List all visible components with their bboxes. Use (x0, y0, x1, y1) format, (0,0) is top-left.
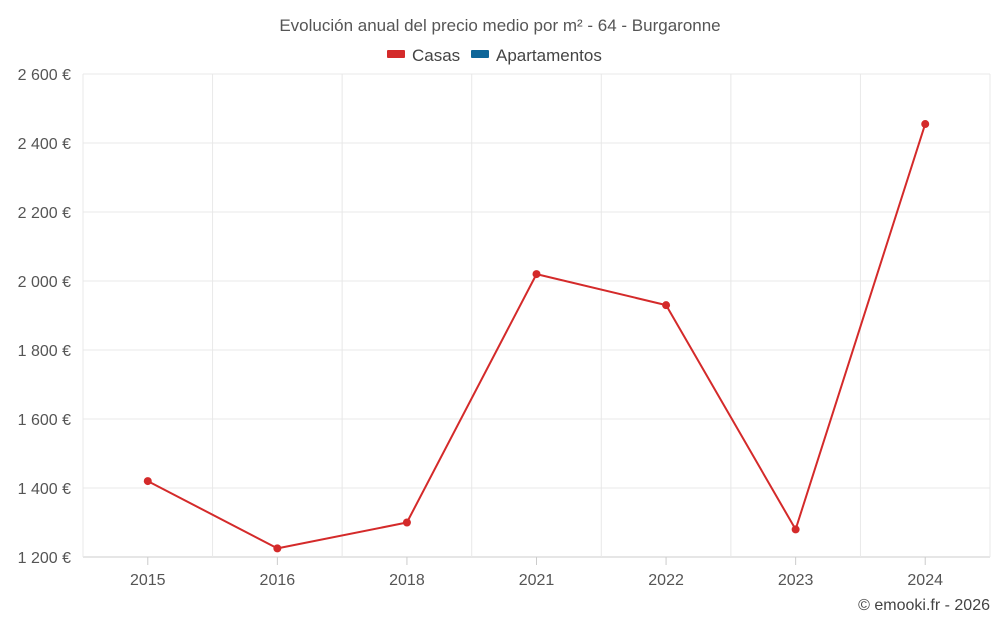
data-point-casas[interactable] (273, 544, 282, 553)
grid (82, 73, 991, 558)
legend: Casas Apartamentos (387, 46, 602, 65)
y-tick-label: 1 400 € (18, 481, 71, 498)
series-casas (143, 120, 930, 553)
data-point-casas[interactable] (143, 477, 152, 486)
legend-swatch-casas (387, 50, 405, 58)
credit-text: © emooki.fr - 2026 (858, 597, 990, 614)
x-tick-label: 2021 (519, 572, 555, 589)
x-tick-label: 2018 (389, 572, 425, 589)
y-tick-label: 2 400 € (18, 136, 71, 153)
data-point-casas[interactable] (402, 518, 411, 527)
data-point-casas[interactable] (791, 525, 800, 534)
y-tick-label: 2 600 € (18, 67, 71, 84)
x-tick-label: 2023 (778, 572, 814, 589)
y-tick-label: 1 200 € (18, 550, 71, 567)
legend-label-casas: Casas (412, 46, 460, 65)
legend-item-casas[interactable]: Casas (387, 46, 460, 65)
x-tick-label: 2022 (648, 572, 684, 589)
x-axis-ticks: 2015 2016 2018 2021 2022 2023 2024 (130, 557, 943, 589)
x-tick-label: 2024 (907, 572, 943, 589)
y-axis-ticks: 1 200 € 1 400 € 1 600 € 1 800 € 2 000 € 2 200… (18, 67, 71, 567)
data-point-casas[interactable] (532, 270, 541, 279)
y-tick-label: 2 200 € (18, 205, 71, 222)
y-tick-label: 2 000 € (18, 274, 71, 291)
data-point-casas[interactable] (921, 120, 930, 129)
series-line-casas (147, 123, 927, 550)
chart-title: Evolución anual del precio medio por m² … (279, 16, 720, 35)
x-tick-label: 2015 (130, 572, 166, 589)
x-tick-label: 2016 (260, 572, 296, 589)
legend-label-apartamentos: Apartamentos (496, 46, 602, 65)
data-point-casas[interactable] (662, 301, 671, 310)
legend-swatch-apartamentos (471, 50, 489, 58)
legend-item-apartamentos[interactable]: Apartamentos (471, 46, 602, 65)
y-tick-label: 1 600 € (18, 412, 71, 429)
y-tick-label: 1 800 € (18, 343, 71, 360)
